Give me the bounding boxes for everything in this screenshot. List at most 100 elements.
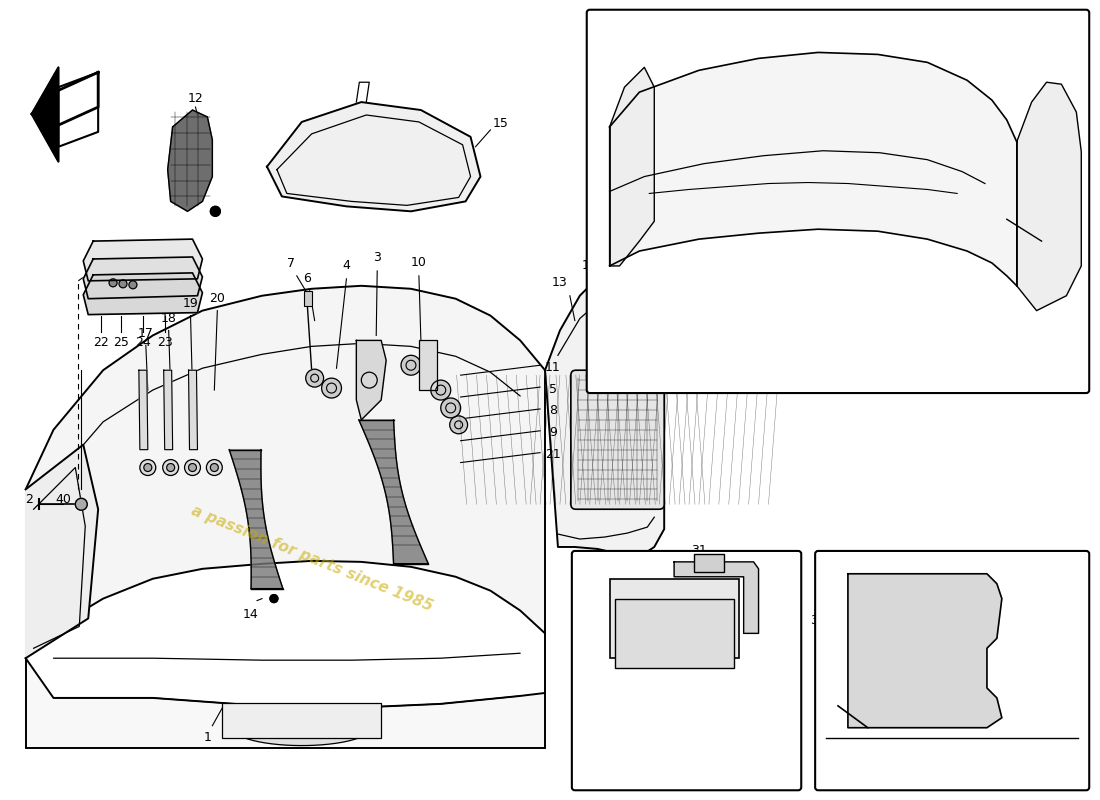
Circle shape bbox=[827, 631, 842, 646]
Text: 16: 16 bbox=[582, 259, 597, 273]
FancyBboxPatch shape bbox=[571, 370, 664, 510]
Text: 15: 15 bbox=[493, 118, 508, 130]
Text: 11: 11 bbox=[546, 361, 561, 374]
Text: 19: 19 bbox=[183, 297, 198, 310]
Circle shape bbox=[431, 380, 451, 400]
Circle shape bbox=[884, 596, 921, 631]
Polygon shape bbox=[674, 562, 759, 634]
Text: 7: 7 bbox=[287, 258, 295, 270]
Polygon shape bbox=[229, 450, 283, 589]
Circle shape bbox=[829, 697, 842, 709]
Polygon shape bbox=[32, 67, 58, 162]
Text: a passion for parts since 1985: a passion for parts since 1985 bbox=[189, 503, 434, 614]
Bar bbox=[419, 341, 437, 390]
Text: 32: 32 bbox=[811, 614, 826, 627]
Text: 27: 27 bbox=[752, 612, 769, 625]
Circle shape bbox=[402, 355, 421, 375]
Text: 14: 14 bbox=[242, 608, 258, 621]
Text: 18: 18 bbox=[161, 312, 177, 325]
Bar bbox=[304, 290, 311, 306]
Text: 24: 24 bbox=[135, 336, 151, 349]
Text: 5: 5 bbox=[549, 382, 557, 395]
Text: 20: 20 bbox=[209, 292, 226, 306]
Circle shape bbox=[1000, 212, 1014, 226]
Circle shape bbox=[207, 459, 222, 475]
Polygon shape bbox=[267, 102, 481, 211]
Text: 23: 23 bbox=[157, 336, 173, 349]
Bar bbox=[609, 578, 739, 658]
Circle shape bbox=[826, 170, 840, 185]
Circle shape bbox=[321, 378, 341, 398]
Circle shape bbox=[185, 459, 200, 475]
Bar bbox=[694, 554, 724, 572]
Circle shape bbox=[210, 463, 218, 471]
Bar bbox=[615, 598, 734, 668]
Text: 1: 1 bbox=[593, 195, 601, 208]
Text: 4: 4 bbox=[342, 259, 351, 273]
Text: 29: 29 bbox=[590, 660, 605, 673]
Circle shape bbox=[626, 613, 634, 621]
FancyBboxPatch shape bbox=[586, 10, 1089, 393]
Text: 30: 30 bbox=[658, 640, 673, 653]
Circle shape bbox=[119, 280, 126, 288]
Circle shape bbox=[270, 594, 278, 602]
Circle shape bbox=[636, 613, 644, 621]
Text: 12: 12 bbox=[188, 92, 204, 105]
Circle shape bbox=[626, 627, 634, 635]
Polygon shape bbox=[84, 239, 202, 281]
Circle shape bbox=[627, 237, 636, 245]
Circle shape bbox=[140, 459, 156, 475]
Text: 36: 36 bbox=[924, 14, 940, 27]
Text: 10: 10 bbox=[411, 257, 427, 270]
Text: 26: 26 bbox=[999, 560, 1014, 574]
Circle shape bbox=[592, 606, 604, 618]
Text: 25: 25 bbox=[113, 336, 129, 349]
Text: 3: 3 bbox=[373, 251, 381, 265]
Circle shape bbox=[75, 498, 87, 510]
Text: 40: 40 bbox=[55, 493, 72, 506]
Text: 6: 6 bbox=[302, 272, 310, 286]
Polygon shape bbox=[359, 420, 428, 564]
Circle shape bbox=[619, 222, 629, 231]
Polygon shape bbox=[84, 273, 202, 314]
Circle shape bbox=[1041, 241, 1048, 249]
Polygon shape bbox=[356, 341, 386, 420]
Circle shape bbox=[450, 416, 468, 434]
FancyBboxPatch shape bbox=[572, 551, 801, 790]
Text: 2: 2 bbox=[24, 493, 33, 506]
Text: 17: 17 bbox=[138, 327, 154, 340]
Circle shape bbox=[636, 627, 644, 635]
Text: Vale per CINA: Vale per CINA bbox=[621, 729, 750, 746]
Polygon shape bbox=[139, 370, 147, 450]
Polygon shape bbox=[84, 257, 202, 298]
Polygon shape bbox=[44, 72, 98, 132]
Circle shape bbox=[306, 370, 323, 387]
Text: Parking sensor: Parking sensor bbox=[768, 363, 908, 381]
Polygon shape bbox=[544, 263, 664, 557]
Circle shape bbox=[188, 463, 197, 471]
Text: 22: 22 bbox=[94, 336, 109, 349]
Circle shape bbox=[939, 596, 975, 631]
Polygon shape bbox=[25, 286, 544, 658]
Circle shape bbox=[592, 630, 604, 642]
Text: 28: 28 bbox=[759, 574, 774, 587]
Circle shape bbox=[747, 174, 760, 189]
Text: 38: 38 bbox=[588, 225, 605, 238]
Text: 1: 1 bbox=[204, 731, 211, 744]
FancyBboxPatch shape bbox=[815, 551, 1089, 790]
Polygon shape bbox=[164, 370, 173, 450]
Text: 37: 37 bbox=[588, 163, 605, 176]
Polygon shape bbox=[167, 110, 212, 211]
Circle shape bbox=[210, 206, 220, 216]
Circle shape bbox=[144, 463, 152, 471]
Polygon shape bbox=[58, 72, 98, 146]
Circle shape bbox=[905, 174, 920, 189]
Text: 8: 8 bbox=[549, 405, 557, 418]
Polygon shape bbox=[25, 445, 98, 658]
Text: 39: 39 bbox=[799, 24, 814, 37]
Text: 31: 31 bbox=[691, 545, 707, 558]
Text: 13: 13 bbox=[552, 276, 568, 290]
Text: Sensori di parcheggio: Sensori di parcheggio bbox=[728, 342, 948, 359]
Polygon shape bbox=[848, 574, 1002, 728]
Text: Valid for CHINA: Valid for CHINA bbox=[614, 750, 758, 769]
